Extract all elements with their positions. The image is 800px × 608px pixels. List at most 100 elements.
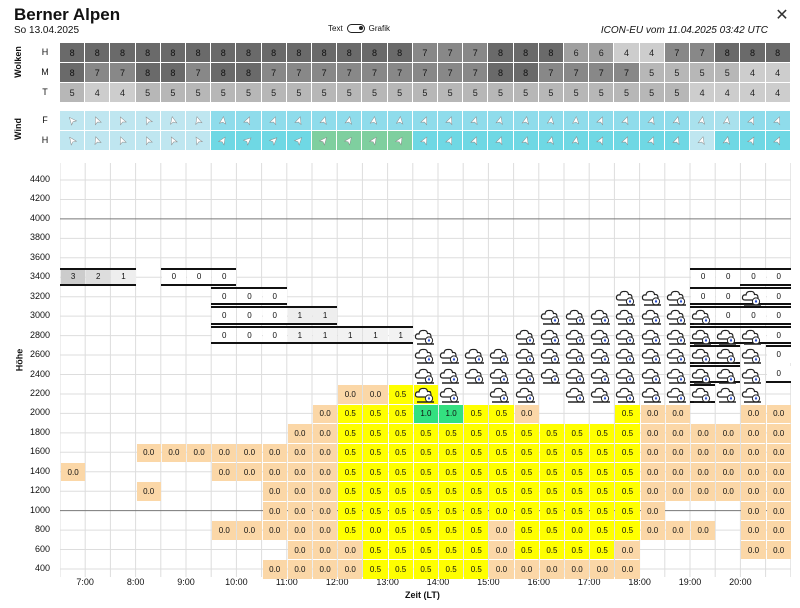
x-tick-label: 17:00 (577, 577, 601, 587)
cloud-base-cell: 0 (766, 287, 791, 305)
wind-arrow-icon (496, 116, 504, 125)
wind-arrow-icon (218, 136, 226, 146)
cloud-cell: 7 (664, 43, 690, 63)
wind-cell (362, 111, 388, 131)
thermal-cell: 0.5 (539, 521, 564, 540)
cloud-base-cell: 0 (212, 287, 237, 305)
thermal-cell: 0.5 (338, 521, 363, 540)
cumulus-cloud-icon (616, 329, 636, 345)
wind-cell (438, 111, 464, 131)
cloud-base-cell: 0 (187, 268, 212, 285)
close-icon[interactable]: ✕ (775, 7, 789, 24)
wind-arrow-icon (69, 116, 78, 126)
cloud-cell: 5 (715, 63, 741, 83)
wind-cell (715, 111, 741, 131)
cloud-base-cell: 3 (61, 268, 86, 285)
wind-arrow-icon (94, 136, 102, 146)
y-tick-label: 600 (34, 543, 50, 554)
thermal-cell: 0.0 (287, 482, 312, 501)
wind-arrow-icon (170, 116, 178, 125)
cloud-bar (211, 322, 338, 325)
cloud-base-cell: 1 (313, 326, 338, 344)
thermal-cell: 0.0 (741, 443, 766, 462)
wind-cell (488, 131, 514, 151)
thermal-cell: 0.5 (489, 482, 514, 501)
view-toggle[interactable]: Text Grafik (328, 24, 390, 33)
cumulus-cloud-icon (717, 388, 737, 404)
wind-cell (715, 131, 741, 151)
y-tick-label: 4000 (29, 212, 50, 223)
wind-cell (312, 131, 338, 151)
thermal-cell: 0.0 (741, 404, 766, 424)
cloud-cell: 7 (589, 63, 615, 83)
wind-cell (236, 131, 262, 151)
thermal-cell: 0.5 (565, 463, 590, 482)
thermal-cell: 0.0 (741, 501, 766, 521)
cloud-cell: 7 (312, 63, 338, 83)
thermal-cell: 0.0 (489, 560, 514, 579)
thermal-cell: 0.5 (338, 424, 363, 443)
cloud-base-cell: 0 (716, 268, 741, 285)
cloud-base-cell: 0 (716, 287, 741, 305)
cumulus-cloud-icon (641, 329, 661, 345)
cumulus-cloud-icon (742, 349, 762, 365)
y-tick-label: 1200 (29, 485, 50, 496)
thermal-cell: 0.0 (489, 521, 514, 540)
cumulus-cloud-icon (691, 349, 711, 365)
wind-cell (337, 131, 363, 151)
wind-arrow-icon (445, 136, 453, 146)
wind-arrow-icon (369, 136, 378, 146)
cumulus-cloud-icon (641, 368, 661, 384)
wind-arrow-icon (546, 136, 554, 145)
thermal-cell: 0.5 (464, 521, 489, 540)
wind-cell (60, 111, 86, 131)
x-tick-label: 16:00 (527, 577, 551, 587)
cloud-bar (60, 267, 136, 270)
cloud-base-cell: 1 (388, 326, 413, 344)
cloud-cell: 4 (85, 83, 111, 103)
cloud-cell: 5 (463, 83, 489, 103)
wind-cell (186, 111, 212, 131)
thermal-cell: 0.5 (539, 424, 564, 443)
thermal-cell: 0.5 (388, 424, 413, 443)
cumulus-cloud-icon (490, 349, 510, 365)
wind-arrow-icon (495, 136, 503, 146)
cloud-bar (211, 325, 413, 328)
wind-arrow-icon (293, 137, 303, 146)
thermal-cell: 0.5 (464, 404, 489, 424)
cumulus-cloud-icon (515, 349, 535, 365)
cloud-cell: 8 (186, 43, 212, 63)
x-tick-label: 8:00 (126, 577, 145, 587)
cumulus-cloud-icon (691, 310, 711, 326)
wind-arrow-icon (344, 136, 353, 146)
cumulus-cloud-icon (439, 388, 459, 404)
thermal-cell: 0.5 (413, 424, 438, 443)
cloud-base-cell: 0 (262, 287, 287, 305)
cumulus-cloud-icon (565, 349, 585, 365)
cloud-cell: 7 (438, 63, 464, 83)
cloud-cell: 5 (664, 63, 690, 83)
wind-cell (513, 111, 539, 131)
thermal-cell: 0.5 (464, 443, 489, 462)
thermal-cell: 0.0 (489, 501, 514, 521)
cloud-cell: 8 (211, 63, 237, 83)
wind-row-label: F (42, 115, 48, 125)
x-tick-label: 19:00 (678, 577, 702, 587)
cloud-cell: 8 (135, 43, 161, 63)
thermal-cell: 0.0 (741, 521, 766, 540)
cloud-bar (211, 303, 287, 306)
cumulus-cloud-icon (591, 368, 611, 384)
wind-arrow-icon (697, 136, 705, 146)
thermal-cell: 0.5 (388, 482, 413, 501)
cloud-cell: 5 (589, 83, 615, 103)
wind-cell (488, 111, 514, 131)
x-tick-label: 18:00 (628, 577, 651, 587)
thermal-cell: 0.5 (388, 443, 413, 462)
toggle-switch-icon[interactable] (346, 24, 365, 33)
y-tick-label: 2000 (29, 407, 50, 418)
thermal-cell: 0.0 (287, 560, 312, 579)
cloud-base-cell: 0 (237, 307, 262, 324)
cloud-cell: 8 (135, 63, 161, 83)
cloud-bar (690, 342, 791, 345)
cloud-base-cell: 1 (287, 326, 312, 344)
